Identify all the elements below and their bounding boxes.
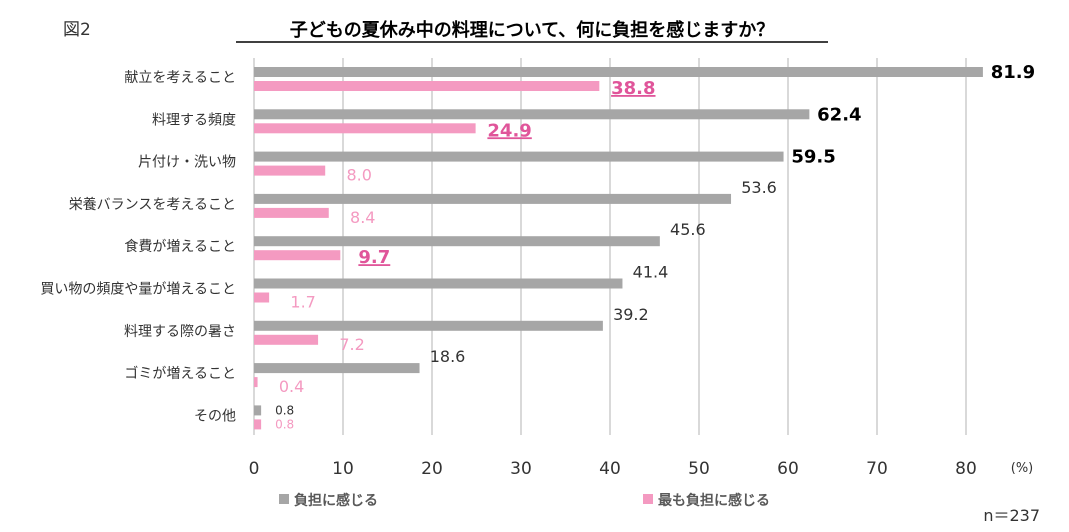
legend-item-burden-swatch (279, 494, 289, 504)
x-tick-labels: 0 10 20 30 40 50 60 70 80 (249, 459, 977, 479)
x-tick-label: 70 (866, 459, 888, 479)
x-tick-label: 30 (510, 459, 532, 479)
value-label-gray: 62.4 (817, 104, 861, 125)
value-label-pink: 24.9 (487, 120, 531, 141)
value-label-gray: 45.6 (670, 220, 706, 239)
category-label: 献立を考えること (124, 70, 236, 86)
figure-label: 図2 (63, 20, 91, 40)
legend: 負担に感じる 最も負担に感じる (279, 492, 770, 509)
x-tick-label: 50 (688, 459, 710, 479)
bar-gray (254, 405, 262, 416)
bar-pink (254, 419, 262, 430)
legend-item-most-burden-label: 最も負担に感じる (658, 492, 770, 509)
value-label-pink: 38.8 (611, 78, 655, 99)
value-label-pink: 7.2 (339, 335, 364, 354)
category-label: 料理する際の暑さ (124, 324, 236, 340)
category-label: 料理する頻度 (152, 112, 236, 128)
chart-title: 子どもの夏休み中の料理について、何に負担を感じますか？ (290, 19, 775, 41)
value-label-pink: 0.4 (279, 377, 304, 396)
value-labels: 81.9 38.8 62.4 24.9 59.5 8.0 53.6 8.4 45.6 9.7 41.… (275, 62, 1035, 431)
value-label-gray: 41.4 (633, 263, 669, 282)
x-tick-label: 20 (421, 459, 443, 479)
bar-pink (254, 81, 600, 91)
value-label-pink: 9.7 (358, 247, 390, 268)
bar-gray (254, 109, 810, 120)
unit-label: (%) (1011, 461, 1034, 476)
x-tick-label: 40 (599, 459, 621, 479)
bar-gray (254, 151, 784, 162)
bar-pink (254, 123, 476, 134)
category-labels: 献立を考えること料理する頻度片付け・洗い物栄養バランスを考えること食費が増えるこ… (40, 70, 236, 424)
bar-gray (254, 278, 623, 289)
x-tick-label: 60 (777, 459, 799, 479)
value-label-gray: 39.2 (613, 305, 649, 324)
legend-item-most-burden-swatch (643, 494, 653, 504)
value-label-gray: 0.8 (275, 403, 294, 417)
category-label: 食費が増えること (124, 238, 236, 255)
value-label-pink: 1.7 (290, 293, 315, 312)
value-label-pink: 8.0 (346, 166, 371, 185)
category-label: その他 (194, 408, 236, 424)
category-label: 買い物の頻度や量が増えること (40, 282, 236, 298)
legend-item-burden-label: 負担に感じる (294, 492, 378, 509)
bar-pink (254, 250, 341, 261)
value-label-gray: 53.6 (741, 178, 777, 197)
bar-gray (254, 363, 420, 374)
x-tick-label: 80 (955, 459, 977, 479)
bar-gray (254, 67, 983, 77)
bar-gray (254, 193, 732, 204)
category-label: 片付け・洗い物 (138, 155, 236, 171)
bar-pink (254, 165, 326, 176)
value-label-gray: 18.6 (430, 347, 466, 366)
x-tick-label: 0 (249, 459, 260, 479)
value-label-gray: 59.5 (791, 147, 835, 168)
value-label-pink: 8.4 (350, 208, 375, 227)
category-label: ゴミが増えること (124, 365, 236, 382)
bars (254, 67, 983, 430)
bar-pink (254, 377, 258, 388)
bar-gray (254, 320, 603, 331)
bar-pink (254, 334, 319, 345)
category-label: 栄養バランスを考えること (69, 196, 236, 213)
x-tick-label: 10 (332, 459, 354, 479)
sample-size: n＝237 (983, 506, 1040, 525)
value-label-pink: 0.8 (275, 417, 294, 431)
bar-pink (254, 207, 329, 218)
value-label-gray: 81.9 (991, 62, 1035, 83)
bar-pink (254, 292, 270, 303)
bar-gray (254, 236, 660, 247)
